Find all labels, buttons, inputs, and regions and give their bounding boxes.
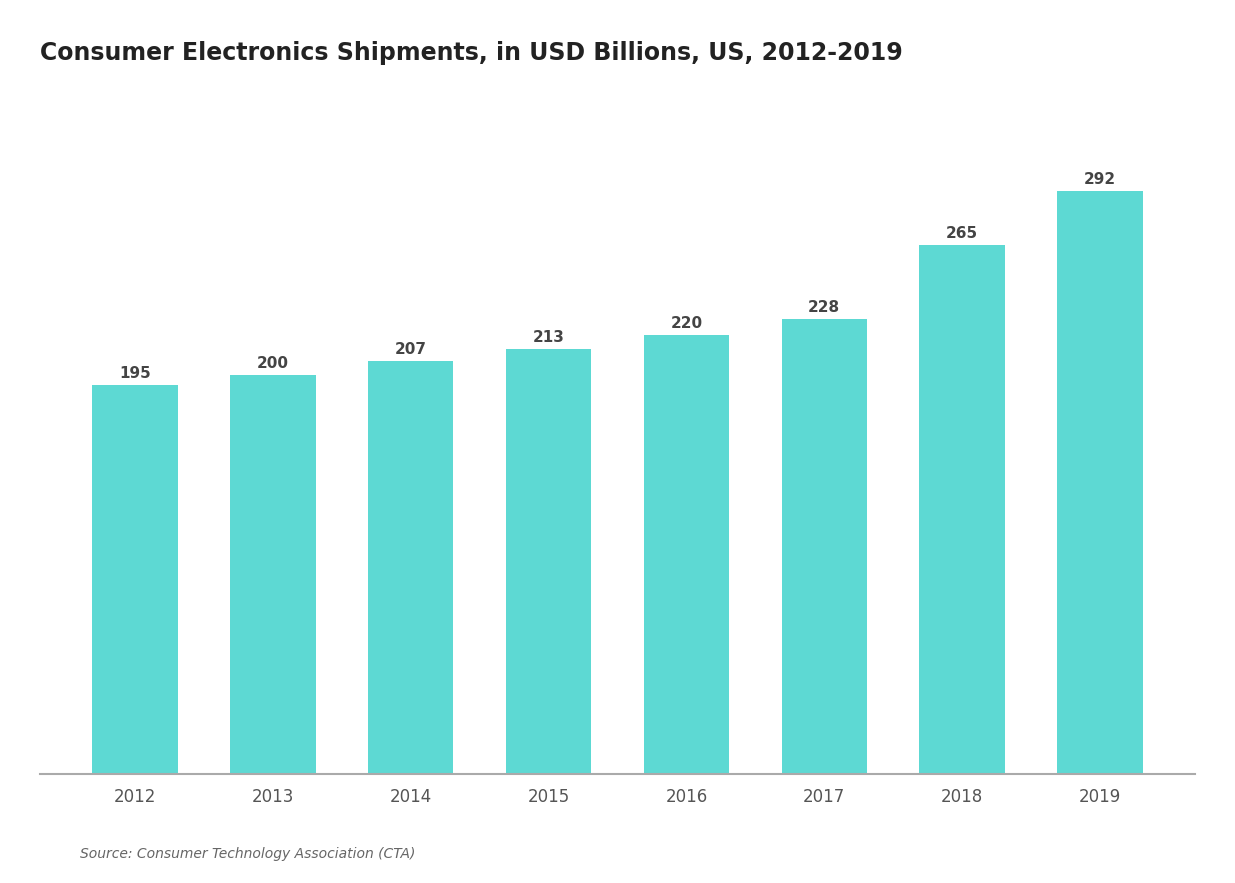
Bar [506,349,592,774]
Text: 265: 265 [946,226,978,241]
Text: Consumer Electronics Shipments, in USD Billions, US, 2012-2019: Consumer Electronics Shipments, in USD B… [40,42,903,65]
Text: 195: 195 [119,366,151,381]
Text: 292: 292 [1084,172,1116,187]
Bar [230,375,316,774]
Bar [919,245,1005,774]
Bar [93,385,178,774]
Bar [368,361,453,774]
Text: 200: 200 [257,356,289,371]
Bar [782,319,867,774]
Bar [1057,191,1142,774]
Text: 220: 220 [671,316,703,331]
Bar [643,335,729,774]
Text: 207: 207 [395,342,427,357]
Text: 213: 213 [532,330,564,345]
Text: 228: 228 [808,300,840,315]
Text: Source: Consumer Technology Association (CTA): Source: Consumer Technology Association … [80,847,416,861]
